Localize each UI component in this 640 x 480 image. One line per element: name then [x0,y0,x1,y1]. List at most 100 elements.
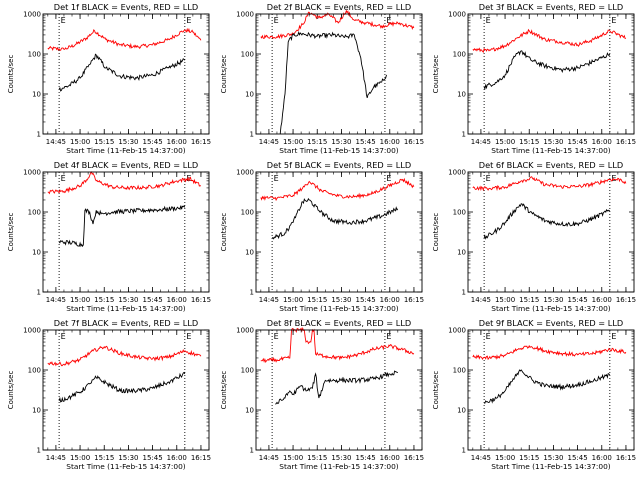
y-tick-label: 100 [241,51,254,59]
x-tick-label: 15:00 [70,296,90,304]
y-axis-label: Counts/sec [220,55,228,94]
y-tick-label: 10 [245,91,254,99]
y-tick-label: 1000 [236,169,254,177]
event-marker-label: E [186,16,191,25]
event-marker-label: E [274,174,279,183]
y-tick-label: 1000 [23,169,41,177]
x-tick-label: 16:15 [191,138,211,146]
x-tick-label: 15:30 [331,138,351,146]
x-axis-label: Start Time (11-Feb-15 14:37:00) [279,304,398,313]
y-tick-label: 1 [250,289,254,297]
plot-frame [467,329,635,451]
x-axis-label: Start Time (11-Feb-15 14:37:00) [66,462,185,471]
x-tick-label: 16:15 [191,296,211,304]
x-tick-label: 16:00 [167,454,187,462]
y-tick-label: 1000 [23,11,41,19]
y-axis-label: Counts/sec [7,213,15,252]
x-tick-label: 16:00 [592,138,612,146]
x-axis-label: Start Time (11-Feb-15 14:37:00) [491,146,610,155]
y-tick-label: 10 [457,407,466,415]
x-tick-label: 15:00 [283,138,303,146]
x-tick-label: 15:45 [567,138,587,146]
x-tick-label: 15:45 [355,454,375,462]
event-marker-label: E [386,332,391,341]
x-tick-label: 15:15 [94,296,114,304]
x-tick-label: 14:45 [471,296,491,304]
x-tick-label: 16:15 [616,454,636,462]
plot-frame [255,329,423,451]
lld-series-line [472,176,627,192]
y-tick-label: 100 [241,367,254,375]
chart-panel-3: Det 3f BLACK = Events, RED = LLD Counts/s… [432,2,636,155]
event-marker-label: E [186,332,191,341]
chart-title: Det 9f BLACK = Events, RED = LLD [479,318,623,328]
y-tick-label: 1 [462,289,466,297]
y-axis-label: Counts/sec [432,213,440,252]
chart-panel-2: Det 2f BLACK = Events, RED = LLD Counts/s… [220,2,424,155]
event-marker-label: E [486,174,491,183]
y-axis-label: Counts/sec [432,371,440,410]
y-tick-label: 1 [250,447,254,455]
event-marker-label: E [611,332,616,341]
x-tick-label: 14:45 [46,454,66,462]
y-tick-label: 10 [245,249,254,257]
x-tick-label: 14:45 [259,296,279,304]
plot-frame [255,171,423,293]
chart-panel-9: Det 9f BLACK = Events, RED = LLD Counts/s… [432,318,636,471]
event-marker-label: E [386,174,391,183]
x-axis-label: Start Time (11-Feb-15 14:37:00) [66,304,185,313]
x-tick-label: 15:00 [70,454,90,462]
y-tick-label: 1000 [448,327,466,335]
x-tick-label: 15:45 [142,296,162,304]
y-tick-label: 10 [457,249,466,257]
y-tick-label: 1000 [448,11,466,19]
x-tick-label: 15:15 [519,454,539,462]
x-tick-label: 14:45 [46,296,66,304]
x-tick-label: 16:00 [380,454,400,462]
x-tick-label: 15:45 [567,296,587,304]
x-tick-label: 16:15 [616,296,636,304]
x-tick-label: 15:00 [283,454,303,462]
x-tick-label: 16:15 [616,138,636,146]
x-tick-label: 16:15 [404,454,424,462]
x-tick-label: 16:00 [380,296,400,304]
x-tick-label: 15:45 [355,296,375,304]
chart-title: Det 7f BLACK = Events, RED = LLD [54,318,198,328]
x-tick-label: 15:30 [118,138,138,146]
x-tick-label: 15:30 [331,296,351,304]
y-axis-label: Counts/sec [432,55,440,94]
x-tick-label: 16:15 [404,138,424,146]
lld-series-line [260,177,415,202]
plot-frame [42,171,210,293]
y-tick-label: 100 [28,367,41,375]
x-tick-label: 15:30 [118,454,138,462]
chart-panel-1: Det 1f BLACK = Events, RED = LLD Counts/s… [7,2,211,155]
x-tick-label: 15:30 [543,454,563,462]
y-axis-label: Counts/sec [220,213,228,252]
x-tick-label: 14:45 [471,138,491,146]
x-tick-label: 16:00 [592,454,612,462]
x-tick-label: 15:15 [519,296,539,304]
x-tick-label: 15:45 [355,138,375,146]
y-tick-label: 1000 [236,11,254,19]
event-marker-label: E [274,332,279,341]
lld-series-line [472,344,627,361]
y-tick-label: 100 [28,51,41,59]
event-marker-label: E [611,174,616,183]
y-tick-label: 10 [32,91,41,99]
x-tick-label: 15:15 [307,454,327,462]
events-series-line [271,197,399,240]
x-tick-label: 16:15 [191,454,211,462]
x-tick-label: 16:00 [592,296,612,304]
event-marker-label: E [61,332,66,341]
y-tick-label: 10 [32,407,41,415]
x-tick-label: 15:15 [94,454,114,462]
plot-frame [255,13,423,135]
y-tick-label: 1 [37,289,41,297]
y-axis-label: Counts/sec [220,371,228,410]
y-tick-label: 1 [462,131,466,139]
x-tick-label: 16:00 [167,138,187,146]
y-tick-label: 1 [37,447,41,455]
event-marker-label: E [274,16,279,25]
x-tick-label: 15:45 [142,454,162,462]
